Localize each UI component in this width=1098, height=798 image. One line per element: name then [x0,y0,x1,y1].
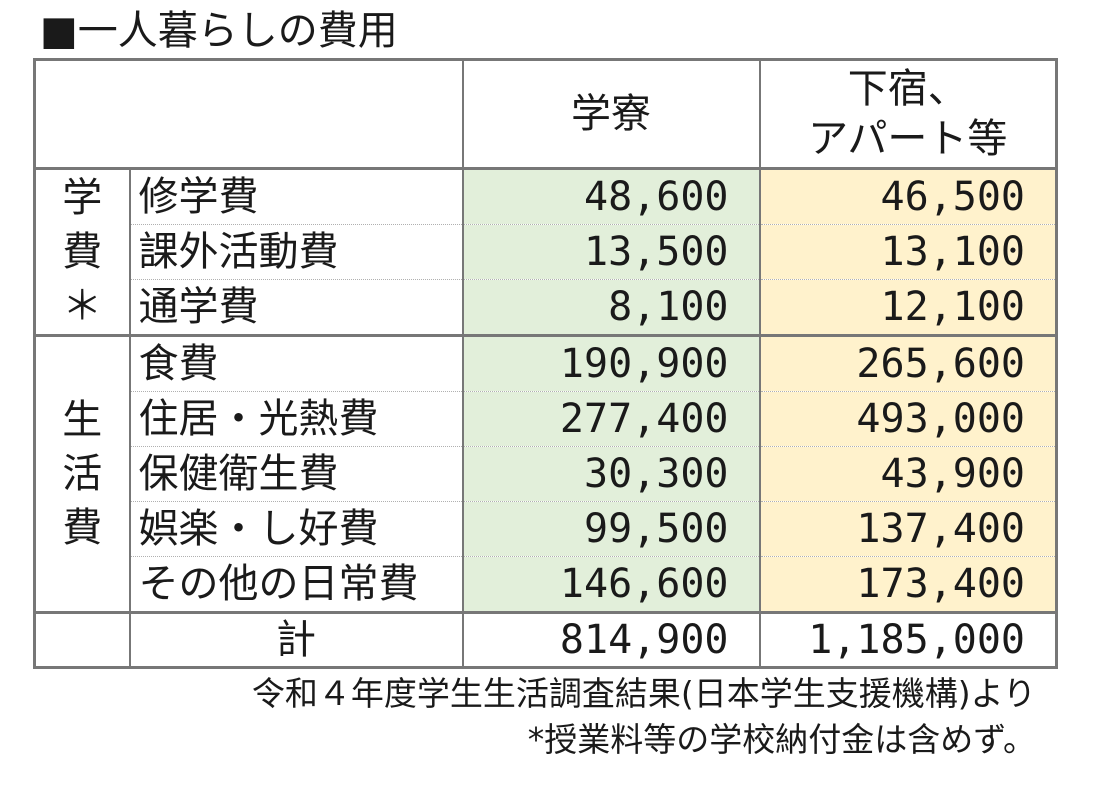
apartment-value: 13,100 [758,224,1058,280]
header-apartment-line2: アパート等 [808,116,1008,162]
group-char: 生 [62,397,103,443]
item-label: 保健衛生費 [128,446,464,502]
group-label-living: 生 活 費 [33,334,131,614]
dorm-value: 8,100 [461,279,761,336]
table-row: 娯楽・し好費 99,500 137,400 [35,501,1058,557]
table-row: 課外活動費 13,500 13,100 [35,224,1058,280]
group-char: 費 [62,229,103,275]
table-row: 保健衛生費 30,300 43,900 [35,446,1058,502]
total-blank-cell [33,611,131,668]
dorm-value: 146,600 [461,556,761,613]
dorm-value: 99,500 [461,501,761,557]
item-label: 娯楽・し好費 [128,501,464,557]
table-row: 学 費 ＊ 修学費 48,600 46,500 [33,167,1058,337]
dorm-value: 277,400 [461,391,761,447]
table-row: その他の日常費 146,600 173,400 [35,556,1058,613]
table-header-row: 学寮 下宿、 アパート等 [33,59,1058,170]
table-row: 生 活 費 食費 190,900 265,600 [33,334,1058,614]
group-char: 活 [62,451,103,497]
table-row: 住居・光熱費 277,400 493,000 [35,391,1058,447]
table-row: 通学費 8,100 12,100 [35,279,1058,336]
apartment-value: 46,500 [758,167,1058,225]
apartment-value: 137,400 [758,501,1058,557]
total-row: 計 814,900 1,185,000 [33,611,1058,668]
item-label: 修学費 [128,167,464,225]
header-apartment: 下宿、 アパート等 [758,59,1058,170]
item-label: その他の日常費 [128,556,464,613]
group-char: 費 [62,505,103,551]
group-label-tuition: 学 費 ＊ [33,167,131,337]
cost-table: 学寮 下宿、 アパート等 学 費 ＊ 修学費 48,600 46,500 課外活… [33,58,1058,669]
dorm-value: 190,900 [461,334,761,392]
apartment-value: 265,600 [758,334,1058,392]
dorm-value: 13,500 [461,224,761,280]
total-apartment-value: 1,185,000 [758,611,1058,668]
apartment-value: 43,900 [758,446,1058,502]
apartment-value: 12,100 [758,279,1058,336]
total-label: 計 [128,611,464,668]
apartment-value: 173,400 [758,556,1058,613]
item-label: 食費 [128,334,464,392]
header-blank-cell [33,59,464,170]
item-label: 通学費 [128,279,464,336]
dorm-value: 30,300 [461,446,761,502]
item-label: 課外活動費 [128,224,464,280]
header-dorm: 学寮 [461,59,761,170]
header-apartment-line1: 下宿、 [847,66,968,112]
footnote: *授業料等の学校納付金は含めず。 [527,720,1036,759]
dorm-value: 48,600 [461,167,761,225]
page-title: ■一人暮らしの費用 [40,8,398,54]
group-char: 学 [62,175,103,221]
total-dorm-value: 814,900 [461,611,761,668]
apartment-value: 493,000 [758,391,1058,447]
item-label: 住居・光熱費 [128,391,464,447]
group-char: ＊ [62,283,103,329]
source-note: 令和４年度学生生活調査結果(日本学生支援機構)より [251,674,1036,713]
